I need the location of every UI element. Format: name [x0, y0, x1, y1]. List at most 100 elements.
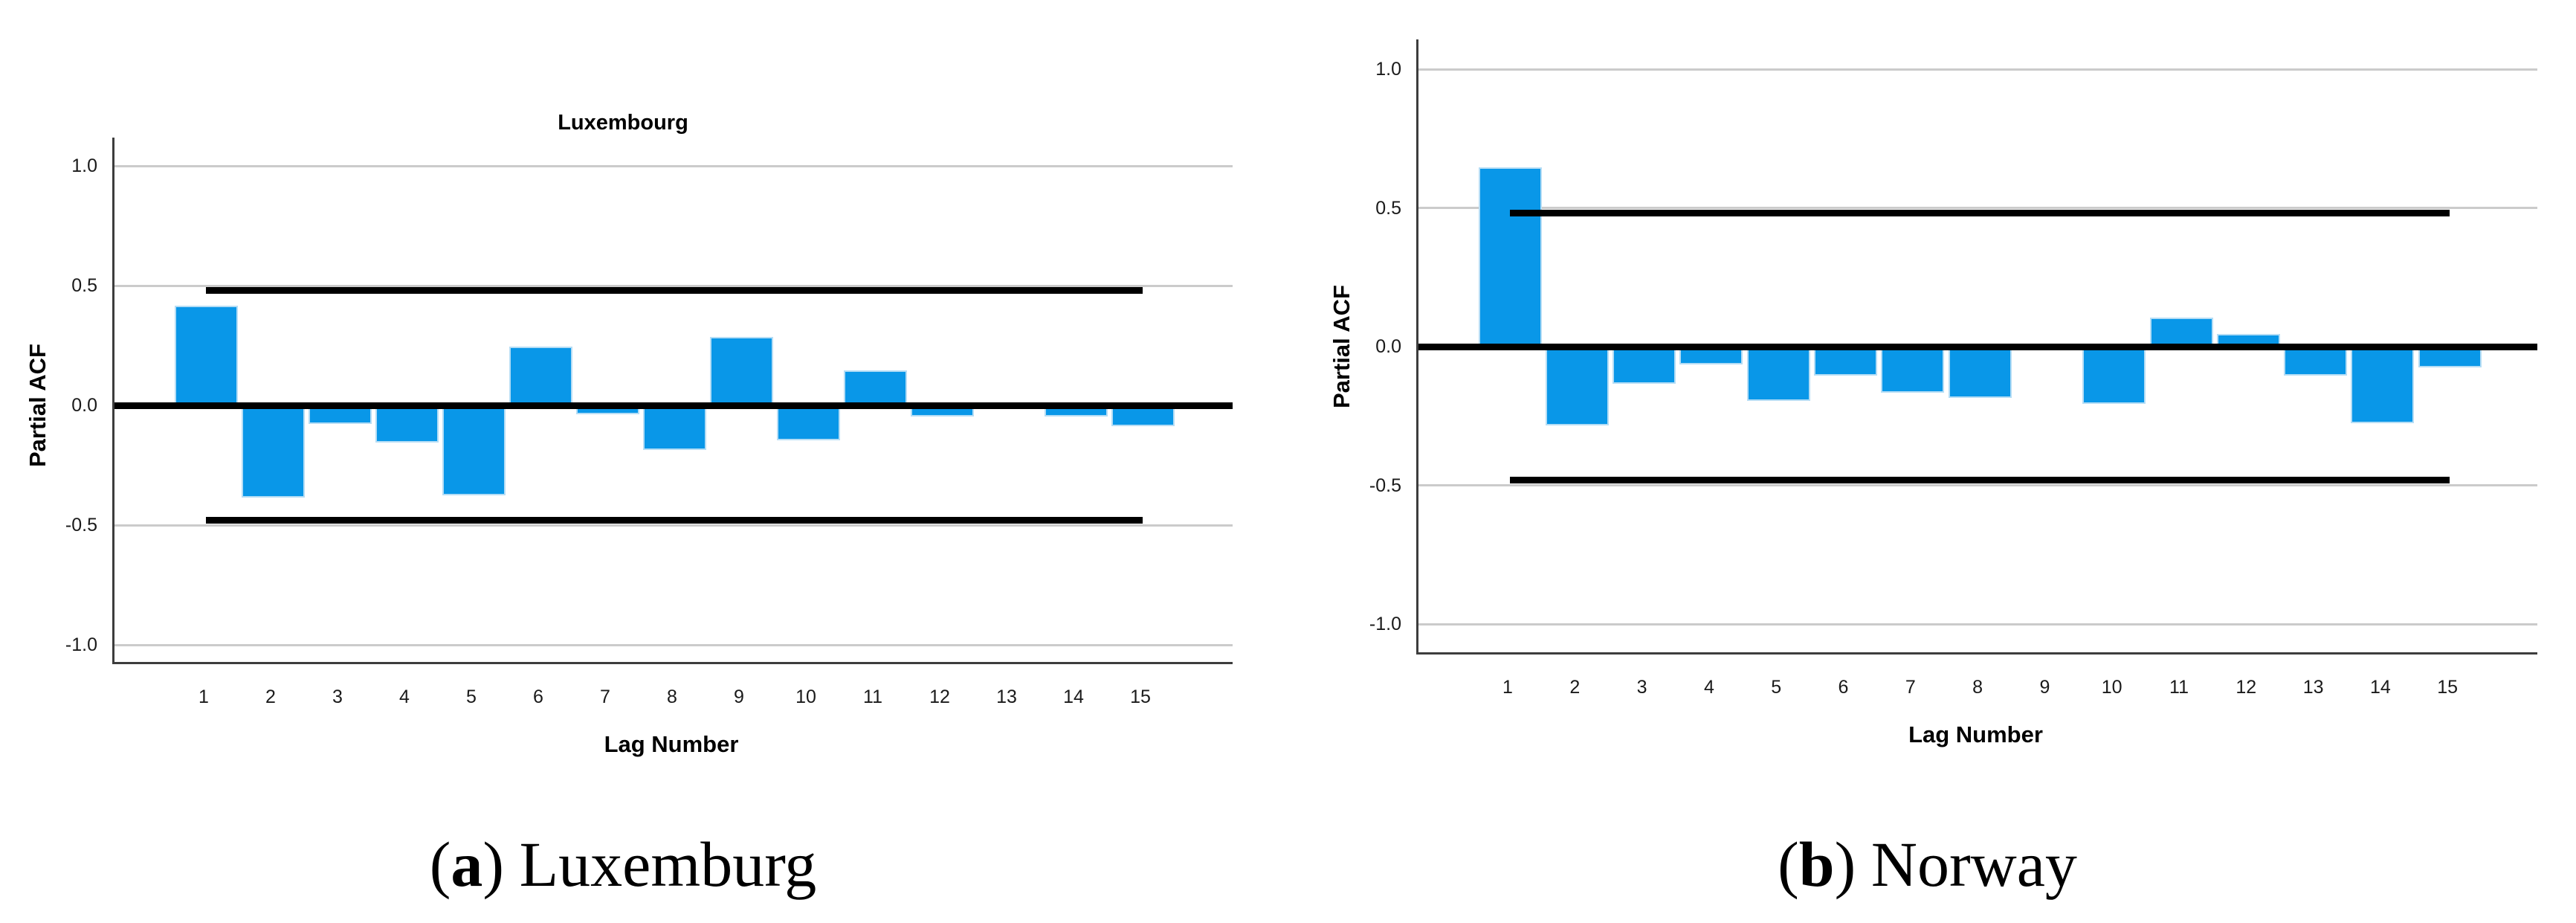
pacf-bar-lag-7: [1881, 345, 1945, 393]
x-tick-label-4: 4: [399, 686, 410, 707]
y-axis-title: Partial ACF: [1329, 285, 1355, 408]
x-tick-label-2: 2: [1569, 677, 1581, 698]
caption-letter: a: [451, 829, 483, 900]
caption-open-paren: (: [1778, 829, 1799, 900]
pacf-bar-lag-2: [241, 403, 305, 498]
pacf-bar-lag-3: [308, 404, 372, 424]
x-tick-label-12: 12: [929, 686, 950, 707]
pacf-bar-lag-5: [1746, 345, 1810, 401]
x-tick-label-4: 4: [1703, 677, 1714, 698]
y-tick-label--1.0: -1.0: [1369, 614, 1401, 634]
pacf-bar-lag-8: [1948, 344, 2012, 399]
x-tick-label-3: 3: [1636, 677, 1647, 698]
upper-confidence-limit-line: [206, 286, 1143, 294]
pacf-bar-lag-15: [2418, 344, 2482, 368]
x-axis-title: Lag Number: [1908, 721, 2043, 747]
pacf-bar-lag-12: [2216, 334, 2280, 348]
gridline-y-0.5: [114, 284, 1233, 287]
y-tick-label-1.0: 1.0: [71, 155, 97, 176]
y-tick-label--0.5: -0.5: [65, 515, 97, 536]
x-tick-label-7: 7: [600, 686, 610, 707]
upper-confidence-limit-line: [1510, 210, 2450, 217]
gridline-y-0.5: [1418, 207, 2537, 209]
gridline-y--1: [1418, 623, 2537, 625]
caption-close-paren: ): [1834, 829, 1856, 900]
x-tick-label-6: 6: [1838, 677, 1849, 698]
zero-reference-line: [1418, 343, 2537, 350]
x-tick-label-11: 11: [2169, 677, 2189, 698]
pacf-bar-lag-11: [2149, 317, 2213, 349]
pacf-bar-lag-12: [910, 404, 974, 417]
chart-title-norway: Norway: [1888, 48, 1966, 71]
caption-close-paren: ): [482, 829, 504, 900]
x-tick-label-8: 8: [1972, 677, 1983, 698]
pacf-bar-lag-14: [2351, 345, 2415, 423]
x-tick-label-12: 12: [2236, 677, 2257, 698]
x-tick-label-13: 13: [2302, 677, 2324, 698]
x-tick-label-3: 3: [332, 686, 343, 707]
gridline-y--0.5: [1418, 484, 2537, 486]
x-tick-label-5: 5: [466, 686, 477, 707]
pacf-bar-lag-11: [843, 370, 907, 407]
chart-title-luxembourg: Luxembourg: [558, 111, 688, 135]
x-tick-label-8: 8: [667, 686, 677, 707]
pacf-bar-lag-9: [709, 336, 773, 407]
pacf-bar-lag-10: [2082, 345, 2146, 404]
x-tick-label-10: 10: [795, 686, 816, 707]
x-tick-label-5: 5: [1771, 677, 1782, 698]
gridline-y-1: [114, 164, 1233, 167]
pacf-bar-lag-14: [1044, 404, 1108, 417]
pacf-bar-lag-6: [509, 346, 572, 407]
pacf-bar-lag-6: [1814, 344, 1877, 376]
x-tick-label-11: 11: [863, 686, 882, 707]
gridline-y--1: [114, 643, 1233, 646]
caption-text: Norway: [1870, 829, 2077, 900]
pacf-bar-lag-1: [1478, 167, 1542, 348]
x-tick-label-2: 2: [265, 686, 276, 707]
pacf-bar-lag-3: [1613, 344, 1676, 385]
pacf-bar-lag-4: [375, 403, 439, 443]
x-tick-label-14: 14: [2369, 677, 2391, 698]
y-tick-label-0.0: 0.0: [1375, 336, 1401, 357]
pacf-bar-lag-8: [642, 404, 706, 450]
x-tick-label-10: 10: [2101, 677, 2123, 698]
y-tick-label--0.5: -0.5: [1369, 475, 1401, 496]
x-tick-label-13: 13: [996, 686, 1017, 707]
lower-confidence-limit-line: [206, 517, 1143, 524]
x-axis-title: Lag Number: [604, 731, 739, 757]
caption-open-paren: (: [429, 829, 451, 900]
y-tick-label-1.0: 1.0: [1375, 59, 1401, 80]
subfigure-caption-b: (b) Norway: [1320, 818, 2535, 911]
gridline-y-1: [1418, 68, 2537, 71]
plot-area-norway: [1416, 39, 2537, 655]
x-tick-label-15: 15: [2437, 677, 2459, 698]
x-tick-label-1: 1: [198, 686, 209, 707]
x-tick-label-14: 14: [1063, 686, 1084, 707]
gridline-y--0.5: [114, 524, 1233, 527]
y-tick-label-0.5: 0.5: [71, 275, 97, 296]
pacf-bar-lag-2: [1545, 344, 1609, 426]
x-tick-label-9: 9: [734, 686, 744, 707]
y-tick-label-0.5: 0.5: [1375, 197, 1401, 219]
pacf-bar-lag-10: [776, 403, 840, 441]
y-tick-label--1.0: -1.0: [65, 634, 97, 655]
zero-reference-line: [114, 402, 1233, 409]
x-tick-label-15: 15: [1130, 686, 1151, 707]
pacf-bar-lag-1: [174, 305, 238, 407]
plot-area-luxembourg: [112, 138, 1233, 664]
pacf-bar-lag-5: [442, 403, 506, 496]
pacf-bar-lag-7: [575, 404, 639, 414]
pacf-bar-lag-4: [1679, 344, 1743, 365]
pacf-bar-lag-13: [2284, 344, 2348, 376]
y-axis-title: Partial ACF: [25, 344, 51, 467]
x-tick-label-9: 9: [2039, 677, 2050, 698]
caption-letter: b: [1798, 829, 1835, 900]
lower-confidence-limit-line: [1510, 476, 2450, 483]
x-tick-label-6: 6: [533, 686, 543, 707]
y-tick-label-0.0: 0.0: [71, 395, 97, 416]
pacf-bar-lag-15: [1111, 404, 1175, 426]
x-tick-label-1: 1: [1502, 677, 1513, 698]
